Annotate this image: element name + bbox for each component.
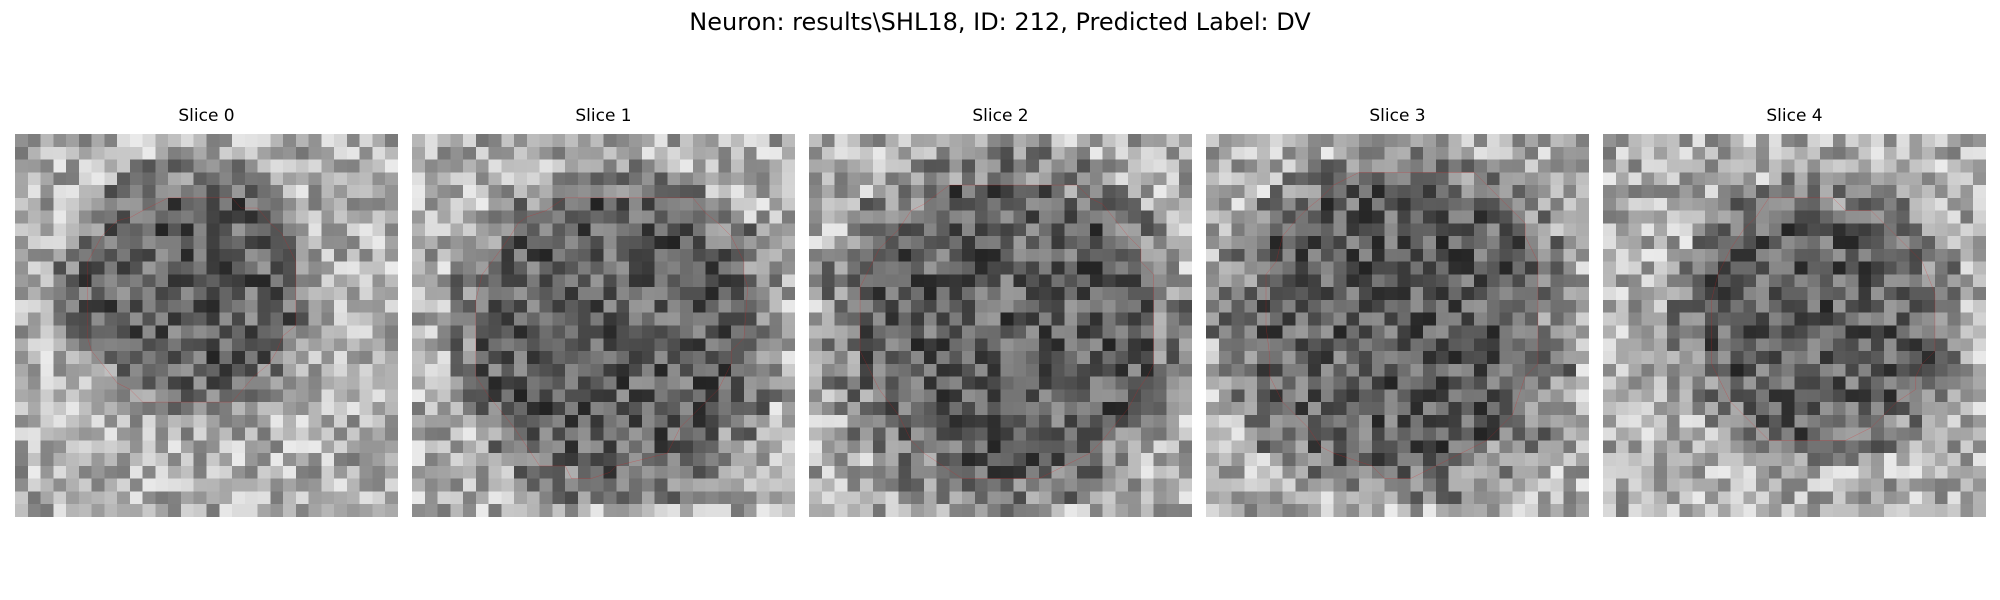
slice-panel-0: Slice 0 <box>15 106 398 520</box>
slice-title: Slice 3 <box>1369 106 1426 126</box>
roi-contour <box>476 198 748 479</box>
slice-title: Slice 4 <box>1766 106 1823 126</box>
slice-panel-3: Slice 3 <box>1206 106 1589 520</box>
figure-title: Neuron: results\SHL18, ID: 212, Predicte… <box>689 8 1311 36</box>
roi-contour <box>1712 198 1935 441</box>
roi-contour <box>860 185 1154 479</box>
roi-contour <box>88 198 296 402</box>
slice-panel-1: Slice 1 <box>412 106 795 520</box>
roi-contour <box>1266 172 1538 478</box>
slice-panel-4: Slice 4 <box>1603 106 1986 520</box>
slice-panel-2: Slice 2 <box>809 106 1192 520</box>
slice-title: Slice 1 <box>575 106 632 126</box>
slice-image <box>1206 134 1589 517</box>
slice-image <box>1603 134 1986 517</box>
slice-title: Slice 2 <box>972 106 1029 126</box>
slice-image <box>809 134 1192 517</box>
slice-image <box>15 134 398 517</box>
slice-image <box>412 134 795 517</box>
slice-title: Slice 0 <box>178 106 235 126</box>
